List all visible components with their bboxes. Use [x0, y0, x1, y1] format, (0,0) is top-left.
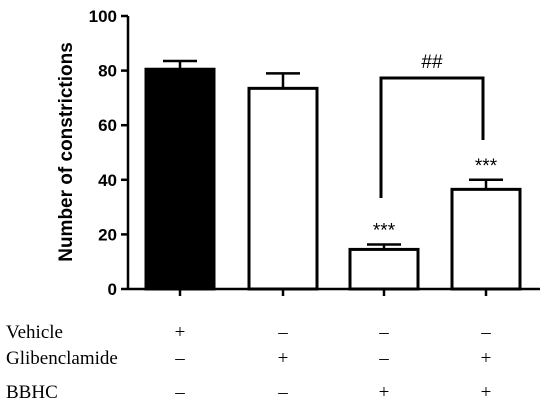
significance-label: *** [373, 221, 396, 242]
bar [247, 86, 319, 291]
y-tick-label: 80 [98, 62, 117, 81]
bar [450, 187, 522, 291]
treatment-sign: + [481, 348, 492, 369]
treatment-row-label: BBHC [6, 382, 58, 403]
comparison-bracket [379, 76, 485, 198]
bracket-label: ## [421, 52, 443, 73]
bars [144, 59, 522, 291]
treatment-sign: + [481, 382, 492, 403]
bar [348, 247, 420, 291]
significance-label: *** [475, 156, 498, 177]
treatment-sign: – [480, 322, 491, 343]
y-tick-label: 60 [98, 116, 117, 135]
treatment-sign: + [379, 382, 390, 403]
treatment-sign: – [174, 382, 185, 403]
treatment-sign: – [378, 348, 389, 369]
treatment-row-label: Vehicle [6, 322, 63, 343]
treatment-sign: – [378, 322, 389, 343]
treatment-sign: + [278, 348, 289, 369]
y-tick-label: 40 [98, 171, 117, 190]
treatment-sign: – [174, 348, 185, 369]
y-axis-label: Number of constrictions [56, 42, 77, 262]
annotations: *** *** ## [373, 52, 498, 242]
bar [144, 67, 216, 291]
treatment-sign: – [277, 322, 288, 343]
y-tick-label: 100 [89, 7, 117, 26]
y-tick-label: 20 [98, 225, 117, 244]
y-tick-label: 0 [108, 280, 117, 299]
treatment-row-label: Glibenclamide [6, 348, 118, 369]
treatment-table: Vehicle + – – – Glibenclamide – + – + BBHC – – + + [6, 322, 491, 403]
treatment-sign: + [175, 322, 186, 343]
treatment-sign: – [277, 382, 288, 403]
